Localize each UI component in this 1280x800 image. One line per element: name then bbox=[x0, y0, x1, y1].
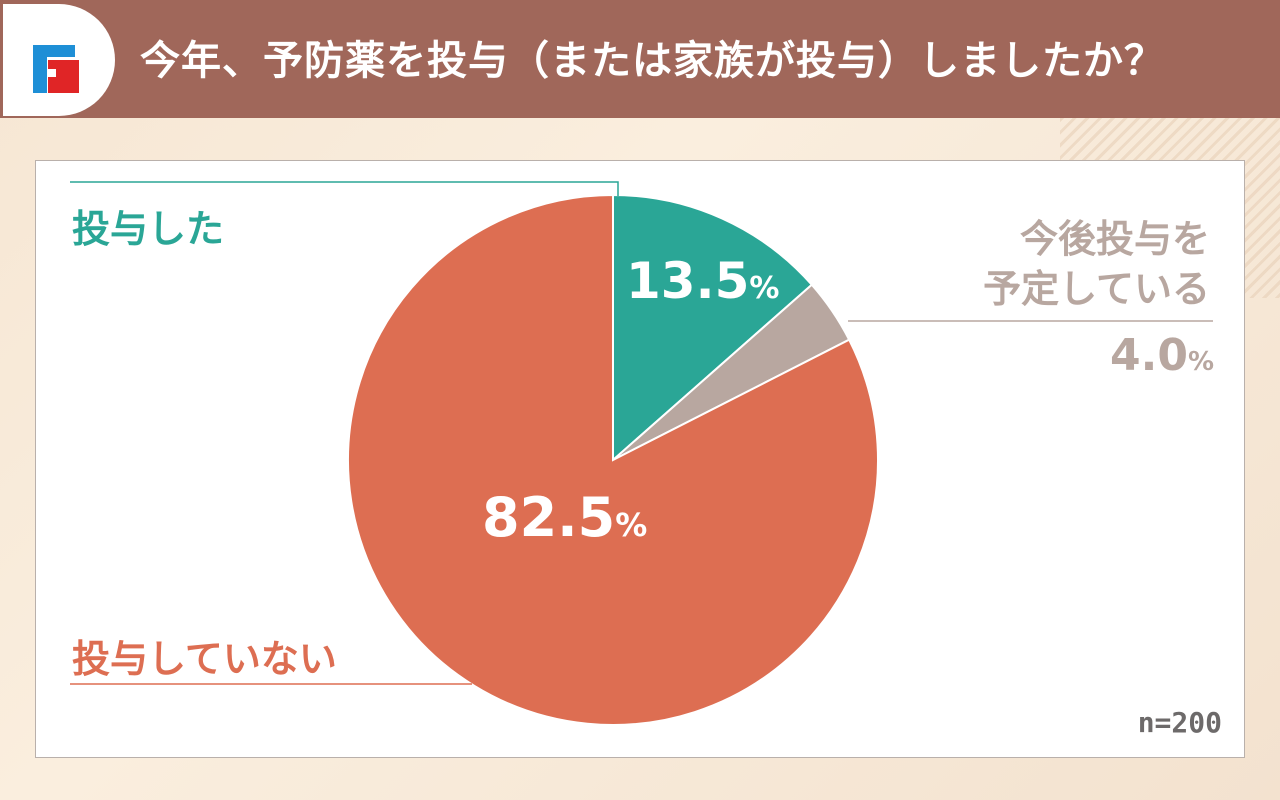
label-planned: 今後投与を 予定している bbox=[983, 214, 1210, 314]
sample-size: n=200 bbox=[1137, 706, 1222, 739]
label-planned-line1: 今後投与を bbox=[1019, 217, 1210, 261]
value-not-given: 82.5% bbox=[482, 486, 648, 549]
value-given: 13.5% bbox=[626, 252, 780, 310]
pie-slice-0 bbox=[612, 193, 814, 463]
logo-icon bbox=[33, 45, 79, 93]
label-given: 投与した bbox=[72, 207, 225, 251]
logo-panel bbox=[3, 4, 115, 116]
page-title: 今年、予防薬を投与（または家族が投与）しましたか？ bbox=[140, 38, 1165, 84]
value-planned: 4.0% bbox=[1109, 330, 1214, 381]
label-not-given: 投与していない bbox=[72, 637, 337, 681]
leader-line-given bbox=[70, 181, 619, 196]
pie-slice-2 bbox=[347, 193, 879, 726]
header-bar: 今年、予防薬を投与（または家族が投与）しましたか？ bbox=[0, 0, 1280, 118]
label-planned-line2: 予定している bbox=[983, 267, 1210, 311]
